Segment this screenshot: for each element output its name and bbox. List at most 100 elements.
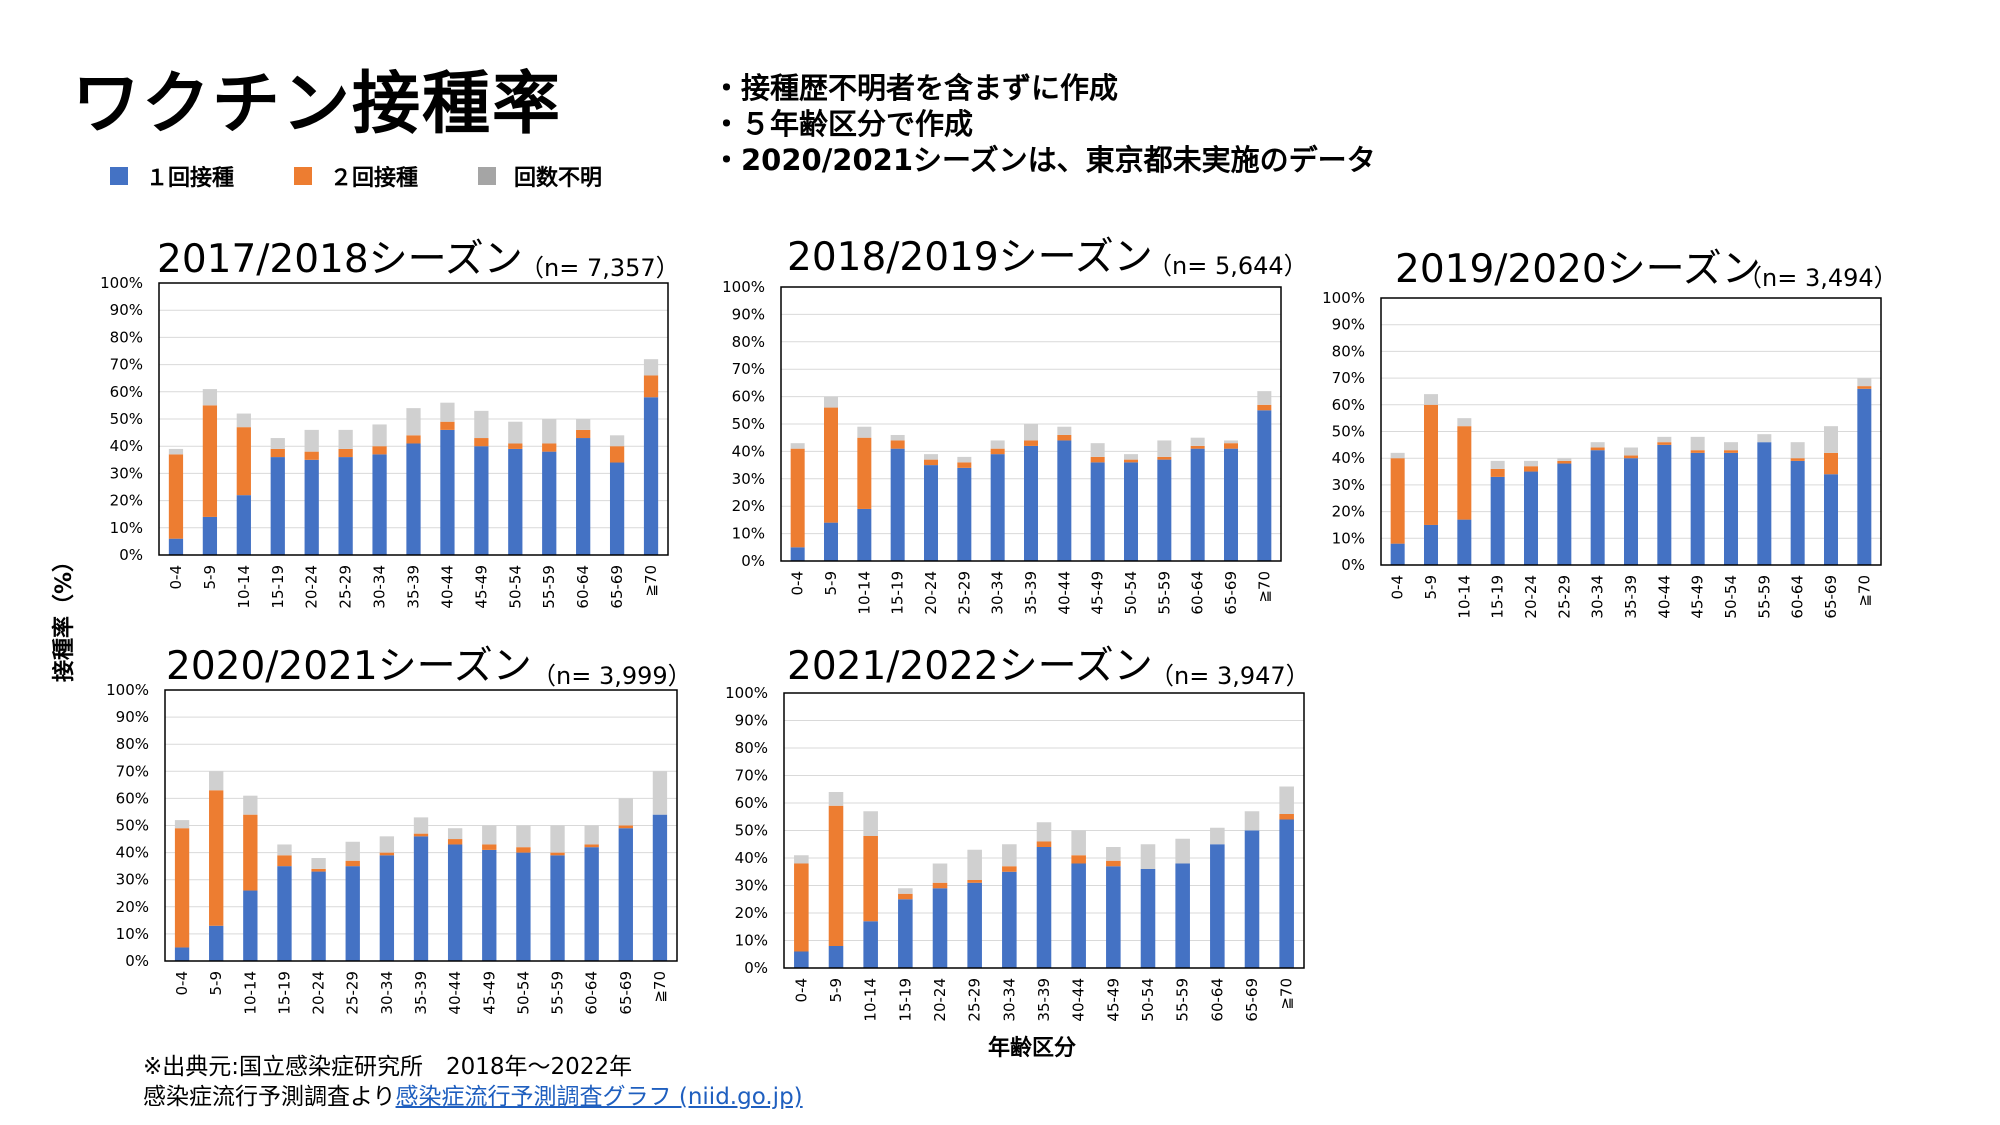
bar-segment-unknown bbox=[209, 771, 224, 791]
y-tick-label: 10% bbox=[110, 519, 143, 537]
x-tick-label: 50-54 bbox=[506, 565, 524, 609]
y-tick-label: 50% bbox=[116, 817, 149, 835]
bar-segment-dose2 bbox=[372, 446, 387, 455]
y-tick-label: 100% bbox=[725, 684, 768, 702]
x-tick-label: ≧70 bbox=[1855, 575, 1873, 607]
y-tick-label: 0% bbox=[1341, 556, 1365, 574]
bar-segment-dose2 bbox=[379, 852, 395, 856]
bar-segment-dose2 bbox=[790, 448, 805, 548]
bar-segment-dose2 bbox=[277, 855, 292, 867]
x-tick-label: 25-29 bbox=[337, 565, 355, 609]
legend-item-dose1: １回接種 bbox=[110, 160, 234, 192]
x-tick-label: 65-69 bbox=[1822, 575, 1840, 619]
x-tick-label: 10-14 bbox=[862, 978, 880, 1022]
x-tick-label: 25-29 bbox=[344, 971, 362, 1015]
bar-segment-unknown bbox=[1157, 440, 1172, 457]
source-prefix: 感染症流行予測調査より bbox=[143, 1084, 396, 1110]
bar-segment-unknown bbox=[584, 825, 599, 845]
x-tick-label: 55-59 bbox=[1155, 571, 1173, 615]
bar-segment-dose2 bbox=[828, 805, 844, 946]
plot-frame bbox=[783, 692, 1305, 969]
x-tick-label: 40-44 bbox=[446, 971, 464, 1015]
bar-segment-dose1 bbox=[824, 522, 838, 561]
legend-swatch-unknown bbox=[478, 167, 497, 185]
x-tick-label: 0-4 bbox=[789, 571, 807, 596]
x-tick-label: 30-34 bbox=[1589, 575, 1607, 619]
bar-segment-unknown bbox=[372, 424, 387, 447]
y-tick-label: 80% bbox=[110, 328, 143, 346]
plot-frame bbox=[1380, 297, 1882, 566]
bar-segment-dose2 bbox=[304, 451, 319, 460]
bar-segment-unknown bbox=[1057, 426, 1072, 435]
bar-segment-dose1 bbox=[542, 451, 557, 555]
x-tick-label: 25-29 bbox=[966, 978, 984, 1022]
page-title: ワクチン接種率 bbox=[72, 65, 563, 144]
y-tick-label: 60% bbox=[1332, 396, 1365, 414]
x-tick-label: 5-9 bbox=[1422, 575, 1440, 600]
bar-segment-dose1 bbox=[406, 443, 421, 555]
bar-segment-dose1 bbox=[1190, 448, 1205, 561]
y-tick-label: 60% bbox=[116, 789, 149, 807]
bar-segment-dose1 bbox=[1224, 448, 1238, 561]
x-tick-label: 0-4 bbox=[792, 978, 810, 1003]
chart-n-2020-2021: （n= 3,999） bbox=[532, 662, 692, 690]
source-link[interactable]: 感染症流行予測調査グラフ (niid.go.jp) bbox=[395, 1084, 803, 1110]
bar-segment-dose2 bbox=[311, 868, 326, 872]
y-tick-label: 50% bbox=[735, 822, 768, 840]
chart-title-2020-2021: 2020/2021シーズン bbox=[166, 644, 532, 689]
bar-segment-dose1 bbox=[243, 890, 258, 961]
bar-segment-dose1 bbox=[584, 847, 599, 961]
y-tick-label: 30% bbox=[1332, 476, 1365, 494]
bar-segment-unknown bbox=[1210, 827, 1225, 845]
bar-segment-unknown bbox=[957, 456, 972, 463]
bar-segment-dose1 bbox=[1175, 863, 1190, 968]
bar-segment-dose2 bbox=[1824, 452, 1838, 475]
x-tick-label: 35-39 bbox=[1622, 575, 1640, 619]
bar-segment-dose1 bbox=[168, 538, 184, 555]
bar-segment-dose1 bbox=[1244, 830, 1260, 968]
y-tick-label: 40% bbox=[1332, 449, 1365, 467]
y-tick-label: 40% bbox=[116, 844, 149, 862]
x-tick-label: 5-9 bbox=[827, 978, 845, 1003]
bar-segment-unknown bbox=[652, 771, 668, 815]
bar-segment-dose1 bbox=[304, 459, 319, 555]
y-tick-label: 20% bbox=[110, 492, 143, 510]
y-tick-label: 30% bbox=[110, 464, 143, 482]
note-line: ・2020/2021シーズンは、東京都未実施のデータ bbox=[712, 143, 1376, 177]
bar-segment-unknown bbox=[643, 359, 659, 376]
bar-segment-dose1 bbox=[338, 457, 353, 555]
bar-segment-dose2 bbox=[1124, 459, 1138, 463]
y-tick-label: 90% bbox=[116, 708, 149, 726]
bar-segment-dose2 bbox=[584, 844, 599, 848]
y-tick-label: 70% bbox=[1332, 369, 1365, 387]
bar-segment-dose1 bbox=[516, 852, 531, 961]
bar-segment-dose2 bbox=[202, 405, 218, 517]
bar-segment-dose2 bbox=[1279, 814, 1294, 820]
bar-segment-dose1 bbox=[618, 828, 633, 961]
bar-segment-unknown bbox=[1790, 442, 1805, 459]
bar-segment-dose1 bbox=[1057, 440, 1072, 561]
x-tick-label: 15-19 bbox=[275, 971, 293, 1015]
bar-segment-dose2 bbox=[236, 427, 251, 496]
bar-segment-dose2 bbox=[550, 852, 565, 856]
x-tick-label: 65-69 bbox=[1243, 978, 1261, 1022]
bar-segment-unknown bbox=[1002, 844, 1017, 867]
note-line: ・５年齢区分で作成 bbox=[712, 107, 974, 141]
chart-n-2021-2022: （n= 3,947） bbox=[1150, 662, 1310, 690]
bar-segment-dose2 bbox=[863, 836, 878, 922]
x-tick-label: 55-59 bbox=[1755, 575, 1773, 619]
bar-segment-unknown bbox=[440, 402, 455, 422]
source-line: 感染症流行予測調査より感染症流行予測調査グラフ (niid.go.jp) bbox=[143, 1082, 803, 1112]
bar-segment-dose2 bbox=[1224, 443, 1238, 449]
x-tick-label: 45-49 bbox=[480, 971, 498, 1015]
bar-segment-dose2 bbox=[1590, 447, 1605, 451]
bar-segment-unknown bbox=[857, 426, 872, 438]
y-tick-label: 80% bbox=[116, 735, 149, 753]
bar-segment-unknown bbox=[277, 844, 292, 856]
note-line: ・接種歴不明者を含まずに作成 bbox=[712, 71, 1119, 105]
bar-segment-unknown bbox=[1424, 394, 1438, 405]
x-tick-label: 15-19 bbox=[889, 571, 907, 615]
bar-segment-dose1 bbox=[1036, 847, 1052, 968]
